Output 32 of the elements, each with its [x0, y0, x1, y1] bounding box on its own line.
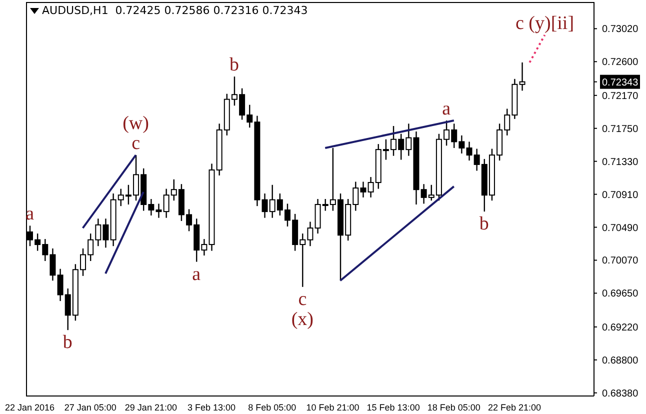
annotation: a	[192, 264, 202, 285]
y-tick-label: 0.70070	[602, 256, 639, 267]
y-tick-label: 0.72600	[602, 57, 639, 68]
chart-title: AUDUSD,H1 0.72425 0.72586 0.72316 0.72343	[42, 4, 308, 17]
x-tick-label: 27 Jan 05:00	[64, 402, 116, 412]
annotation: (w) c	[122, 113, 150, 154]
candlestick	[519, 62, 526, 92]
y-tick-label: 0.70490	[602, 222, 639, 234]
y-tick-label: 0.68800	[602, 355, 639, 366]
y-tick-label: 0.71330	[602, 156, 639, 168]
y-tick-label: 0.70910	[602, 190, 639, 201]
y-tick-label: 0.72170	[602, 90, 639, 102]
x-tick-label: 15 Feb 13:00	[366, 402, 420, 412]
x-tick-label: 10 Feb 21:00	[306, 402, 360, 412]
annotation: b	[479, 214, 489, 235]
annotation: a	[442, 98, 452, 120]
x-tick-label: 3 Feb 13:00	[188, 402, 236, 412]
y-tick-label: 0.69220	[602, 322, 639, 334]
x-tick-label: 18 Feb 05:00	[427, 402, 480, 412]
annotation: b	[230, 54, 240, 76]
x-tick-label: 8 Feb 05:00	[248, 402, 296, 412]
y-tick-label: 0.71750	[602, 124, 639, 135]
y-tick-label: 0.68380	[602, 388, 639, 400]
annotation: c (x)	[291, 288, 314, 330]
annotation: c (y)[ii]	[515, 12, 574, 34]
x-tick-label: 29 Jan 21:00	[124, 402, 177, 412]
x-tick-label: 22 Jan 2016	[5, 402, 55, 412]
annotation: b	[62, 332, 72, 354]
x-tick-label: 22 Feb 21:00	[488, 402, 542, 412]
y-tick-label: 0.69650	[602, 288, 639, 300]
y-tick-label: 0.73020	[602, 24, 639, 36]
y-tick-label: 0.72343	[602, 77, 639, 88]
